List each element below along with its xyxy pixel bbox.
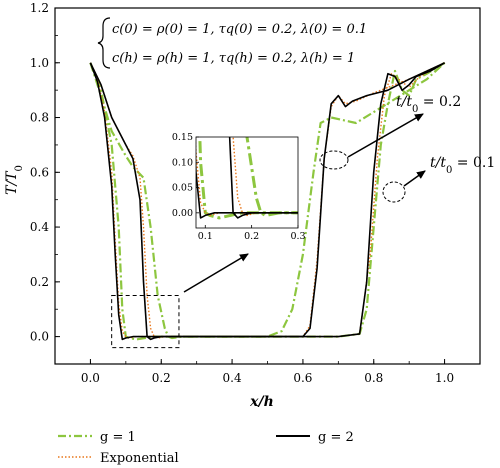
arrow-t01	[403, 170, 426, 187]
y-axis-label: T/T0	[4, 165, 25, 195]
series-line	[89, 62, 445, 341]
condition-line-1: c(0) = ρ(0) = 1, τq(0) = 0.2, λ(0) = 0.1	[112, 22, 367, 37]
annotation-t01: t/t0 = 0.1	[430, 155, 495, 176]
annotation-t02: t/t0 = 0.2	[396, 94, 461, 115]
condition-line-2: c(h) = ρ(h) = 1, τq(h) = 0.2, λ(h) = 1	[112, 51, 355, 66]
marker-ellipse-t01	[382, 181, 406, 203]
x-tick-label: 0.0	[81, 371, 100, 385]
x-tick-label: 0.8	[364, 371, 383, 385]
inset-x-tick-label: 0.2	[244, 231, 259, 242]
series-line	[89, 61, 446, 340]
y-tick-label: 1.2	[30, 1, 49, 15]
conditions-brace	[97, 17, 111, 69]
inset-y-tick-label: 0.15	[172, 132, 193, 143]
inset-y-tick-label: 0.00	[172, 208, 193, 219]
x-tick-label: 0.6	[293, 371, 312, 385]
legend-label-exponential: Exponential	[100, 451, 179, 466]
inset-y-tick-label: 0.05	[172, 183, 193, 194]
legend-label-g1: g = 1	[100, 430, 136, 445]
y-tick-label: 0.6	[30, 165, 49, 179]
x-axis-label: x/h	[249, 394, 274, 410]
inset-x-tick-label: 0.3	[290, 231, 305, 242]
y-tick-label: 1.0	[30, 56, 49, 70]
main-ticks: 0.0 0.2 0.4 0.6 0.8 1.0 0.0 0.2 0.4 0.6 0.8 1.0 1.2	[30, 1, 481, 385]
x-tick-label: 1.0	[435, 371, 454, 385]
legend: g = 1 g = 2 Exponential	[58, 430, 354, 466]
legend-label-g2: g = 2	[318, 430, 354, 445]
inset-series	[196, 137, 298, 220]
inset-x-tick-label: 0.1	[198, 231, 213, 242]
series-line	[89, 62, 446, 341]
x-tick-label: 0.2	[152, 371, 171, 385]
zoom-arrow	[183, 253, 249, 293]
arrow-t02	[347, 113, 424, 158]
inset-y-tick-label: 0.10	[172, 157, 193, 168]
x-tick-label: 0.4	[223, 371, 242, 385]
y-tick-label: 0.0	[30, 330, 49, 344]
inset-frame	[195, 136, 299, 229]
zoom-region-box	[111, 295, 180, 349]
y-tick-label: 0.4	[30, 220, 49, 234]
main-series	[89, 61, 446, 341]
y-tick-label: 0.8	[30, 111, 49, 125]
series-line	[89, 62, 445, 339]
inset-ticks: 0.1 0.2 0.3 0.00 0.05 0.10 0.15	[172, 132, 306, 242]
y-tick-label: 0.2	[30, 275, 49, 289]
marker-ellipse-t02	[319, 150, 349, 170]
